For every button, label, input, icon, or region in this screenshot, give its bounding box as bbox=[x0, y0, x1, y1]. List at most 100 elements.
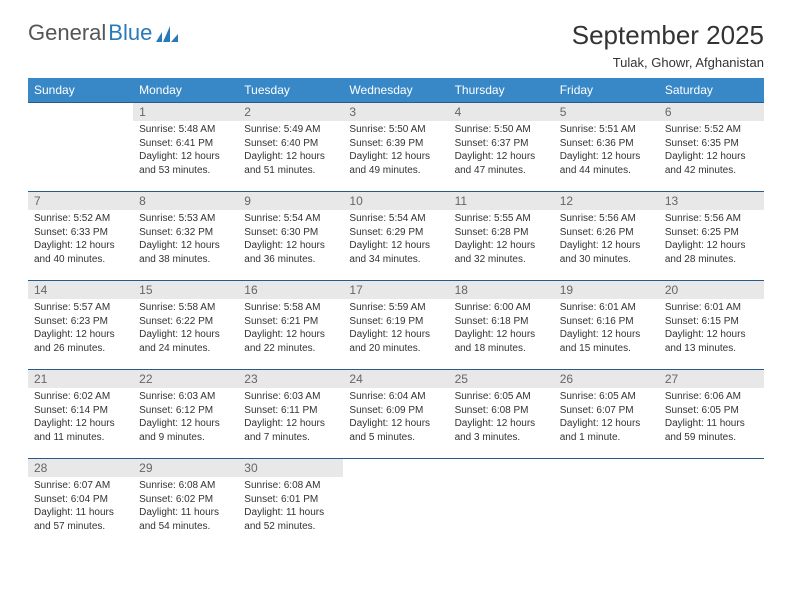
day-header: Tuesday bbox=[238, 78, 343, 103]
day-details: Sunrise: 6:07 AMSunset: 6:04 PMDaylight:… bbox=[28, 477, 133, 537]
day-details: Sunrise: 6:00 AMSunset: 6:18 PMDaylight:… bbox=[449, 299, 554, 359]
day-number: 13 bbox=[659, 192, 764, 210]
day-header: Friday bbox=[554, 78, 659, 103]
day-details: Sunrise: 6:05 AMSunset: 6:08 PMDaylight:… bbox=[449, 388, 554, 448]
calendar-cell: 23Sunrise: 6:03 AMSunset: 6:11 PMDayligh… bbox=[238, 370, 343, 459]
day-number: 25 bbox=[449, 370, 554, 388]
calendar-cell: 12Sunrise: 5:56 AMSunset: 6:26 PMDayligh… bbox=[554, 192, 659, 281]
day-details: Sunrise: 5:50 AMSunset: 6:37 PMDaylight:… bbox=[449, 121, 554, 181]
day-number: 20 bbox=[659, 281, 764, 299]
day-number: 5 bbox=[554, 103, 659, 121]
location-subtitle: Tulak, Ghowr, Afghanistan bbox=[572, 55, 764, 70]
day-number: 19 bbox=[554, 281, 659, 299]
day-number: 18 bbox=[449, 281, 554, 299]
logo: GeneralBlue bbox=[28, 20, 180, 46]
day-details: Sunrise: 5:54 AMSunset: 6:29 PMDaylight:… bbox=[343, 210, 448, 270]
day-number: 10 bbox=[343, 192, 448, 210]
calendar-cell bbox=[28, 103, 133, 192]
day-number: 1 bbox=[133, 103, 238, 121]
day-number: 12 bbox=[554, 192, 659, 210]
day-number: 30 bbox=[238, 459, 343, 477]
day-number: 16 bbox=[238, 281, 343, 299]
day-details: Sunrise: 5:55 AMSunset: 6:28 PMDaylight:… bbox=[449, 210, 554, 270]
header: GeneralBlue September 2025 Tulak, Ghowr,… bbox=[28, 20, 764, 70]
calendar-cell: 11Sunrise: 5:55 AMSunset: 6:28 PMDayligh… bbox=[449, 192, 554, 281]
calendar-week-row: 21Sunrise: 6:02 AMSunset: 6:14 PMDayligh… bbox=[28, 370, 764, 459]
calendar-cell: 25Sunrise: 6:05 AMSunset: 6:08 PMDayligh… bbox=[449, 370, 554, 459]
calendar-cell bbox=[343, 459, 448, 548]
day-details: Sunrise: 5:48 AMSunset: 6:41 PMDaylight:… bbox=[133, 121, 238, 181]
calendar-cell: 20Sunrise: 6:01 AMSunset: 6:15 PMDayligh… bbox=[659, 281, 764, 370]
day-details: Sunrise: 6:06 AMSunset: 6:05 PMDaylight:… bbox=[659, 388, 764, 448]
calendar-cell: 7Sunrise: 5:52 AMSunset: 6:33 PMDaylight… bbox=[28, 192, 133, 281]
calendar-cell: 5Sunrise: 5:51 AMSunset: 6:36 PMDaylight… bbox=[554, 103, 659, 192]
calendar-cell: 24Sunrise: 6:04 AMSunset: 6:09 PMDayligh… bbox=[343, 370, 448, 459]
day-number: 8 bbox=[133, 192, 238, 210]
day-details: Sunrise: 5:58 AMSunset: 6:22 PMDaylight:… bbox=[133, 299, 238, 359]
day-details: Sunrise: 5:57 AMSunset: 6:23 PMDaylight:… bbox=[28, 299, 133, 359]
day-details: Sunrise: 5:50 AMSunset: 6:39 PMDaylight:… bbox=[343, 121, 448, 181]
day-number: 7 bbox=[28, 192, 133, 210]
calendar-cell: 29Sunrise: 6:08 AMSunset: 6:02 PMDayligh… bbox=[133, 459, 238, 548]
day-details: Sunrise: 6:01 AMSunset: 6:15 PMDaylight:… bbox=[659, 299, 764, 359]
day-number: 3 bbox=[343, 103, 448, 121]
day-details: Sunrise: 6:02 AMSunset: 6:14 PMDaylight:… bbox=[28, 388, 133, 448]
day-details: Sunrise: 5:58 AMSunset: 6:21 PMDaylight:… bbox=[238, 299, 343, 359]
day-header: Wednesday bbox=[343, 78, 448, 103]
logo-text-blue: Blue bbox=[108, 20, 152, 46]
calendar-cell: 14Sunrise: 5:57 AMSunset: 6:23 PMDayligh… bbox=[28, 281, 133, 370]
day-details: Sunrise: 6:05 AMSunset: 6:07 PMDaylight:… bbox=[554, 388, 659, 448]
day-details: Sunrise: 5:59 AMSunset: 6:19 PMDaylight:… bbox=[343, 299, 448, 359]
calendar-cell: 3Sunrise: 5:50 AMSunset: 6:39 PMDaylight… bbox=[343, 103, 448, 192]
logo-text-general: General bbox=[28, 20, 106, 46]
calendar-cell bbox=[449, 459, 554, 548]
page-title: September 2025 bbox=[572, 20, 764, 51]
day-number: 24 bbox=[343, 370, 448, 388]
logo-chart-icon bbox=[156, 24, 180, 42]
calendar-cell: 21Sunrise: 6:02 AMSunset: 6:14 PMDayligh… bbox=[28, 370, 133, 459]
calendar-cell: 26Sunrise: 6:05 AMSunset: 6:07 PMDayligh… bbox=[554, 370, 659, 459]
day-header: Monday bbox=[133, 78, 238, 103]
calendar-cell: 8Sunrise: 5:53 AMSunset: 6:32 PMDaylight… bbox=[133, 192, 238, 281]
calendar-cell: 13Sunrise: 5:56 AMSunset: 6:25 PMDayligh… bbox=[659, 192, 764, 281]
day-details: Sunrise: 6:04 AMSunset: 6:09 PMDaylight:… bbox=[343, 388, 448, 448]
calendar-cell: 17Sunrise: 5:59 AMSunset: 6:19 PMDayligh… bbox=[343, 281, 448, 370]
day-number: 22 bbox=[133, 370, 238, 388]
day-details: Sunrise: 5:51 AMSunset: 6:36 PMDaylight:… bbox=[554, 121, 659, 181]
day-header: Saturday bbox=[659, 78, 764, 103]
day-details: Sunrise: 6:01 AMSunset: 6:16 PMDaylight:… bbox=[554, 299, 659, 359]
calendar-cell: 16Sunrise: 5:58 AMSunset: 6:21 PMDayligh… bbox=[238, 281, 343, 370]
day-number: 6 bbox=[659, 103, 764, 121]
day-header: Thursday bbox=[449, 78, 554, 103]
calendar-cell: 4Sunrise: 5:50 AMSunset: 6:37 PMDaylight… bbox=[449, 103, 554, 192]
day-details: Sunrise: 6:08 AMSunset: 6:01 PMDaylight:… bbox=[238, 477, 343, 537]
title-block: September 2025 Tulak, Ghowr, Afghanistan bbox=[572, 20, 764, 70]
day-number: 28 bbox=[28, 459, 133, 477]
day-number: 21 bbox=[28, 370, 133, 388]
day-details: Sunrise: 6:03 AMSunset: 6:11 PMDaylight:… bbox=[238, 388, 343, 448]
day-details: Sunrise: 6:03 AMSunset: 6:12 PMDaylight:… bbox=[133, 388, 238, 448]
day-number: 15 bbox=[133, 281, 238, 299]
calendar-cell: 9Sunrise: 5:54 AMSunset: 6:30 PMDaylight… bbox=[238, 192, 343, 281]
day-number: 11 bbox=[449, 192, 554, 210]
day-details: Sunrise: 5:52 AMSunset: 6:35 PMDaylight:… bbox=[659, 121, 764, 181]
day-number: 17 bbox=[343, 281, 448, 299]
day-number: 29 bbox=[133, 459, 238, 477]
calendar-table: SundayMondayTuesdayWednesdayThursdayFrid… bbox=[28, 78, 764, 547]
calendar-cell bbox=[659, 459, 764, 548]
day-details: Sunrise: 5:56 AMSunset: 6:26 PMDaylight:… bbox=[554, 210, 659, 270]
day-number: 23 bbox=[238, 370, 343, 388]
day-header: Sunday bbox=[28, 78, 133, 103]
day-header-row: SundayMondayTuesdayWednesdayThursdayFrid… bbox=[28, 78, 764, 103]
calendar-week-row: 14Sunrise: 5:57 AMSunset: 6:23 PMDayligh… bbox=[28, 281, 764, 370]
day-details: Sunrise: 5:56 AMSunset: 6:25 PMDaylight:… bbox=[659, 210, 764, 270]
calendar-cell: 28Sunrise: 6:07 AMSunset: 6:04 PMDayligh… bbox=[28, 459, 133, 548]
calendar-cell: 27Sunrise: 6:06 AMSunset: 6:05 PMDayligh… bbox=[659, 370, 764, 459]
calendar-week-row: 28Sunrise: 6:07 AMSunset: 6:04 PMDayligh… bbox=[28, 459, 764, 548]
calendar-cell: 1Sunrise: 5:48 AMSunset: 6:41 PMDaylight… bbox=[133, 103, 238, 192]
day-number: 2 bbox=[238, 103, 343, 121]
calendar-cell: 30Sunrise: 6:08 AMSunset: 6:01 PMDayligh… bbox=[238, 459, 343, 548]
day-details: Sunrise: 5:49 AMSunset: 6:40 PMDaylight:… bbox=[238, 121, 343, 181]
calendar-cell: 6Sunrise: 5:52 AMSunset: 6:35 PMDaylight… bbox=[659, 103, 764, 192]
day-details: Sunrise: 5:54 AMSunset: 6:30 PMDaylight:… bbox=[238, 210, 343, 270]
